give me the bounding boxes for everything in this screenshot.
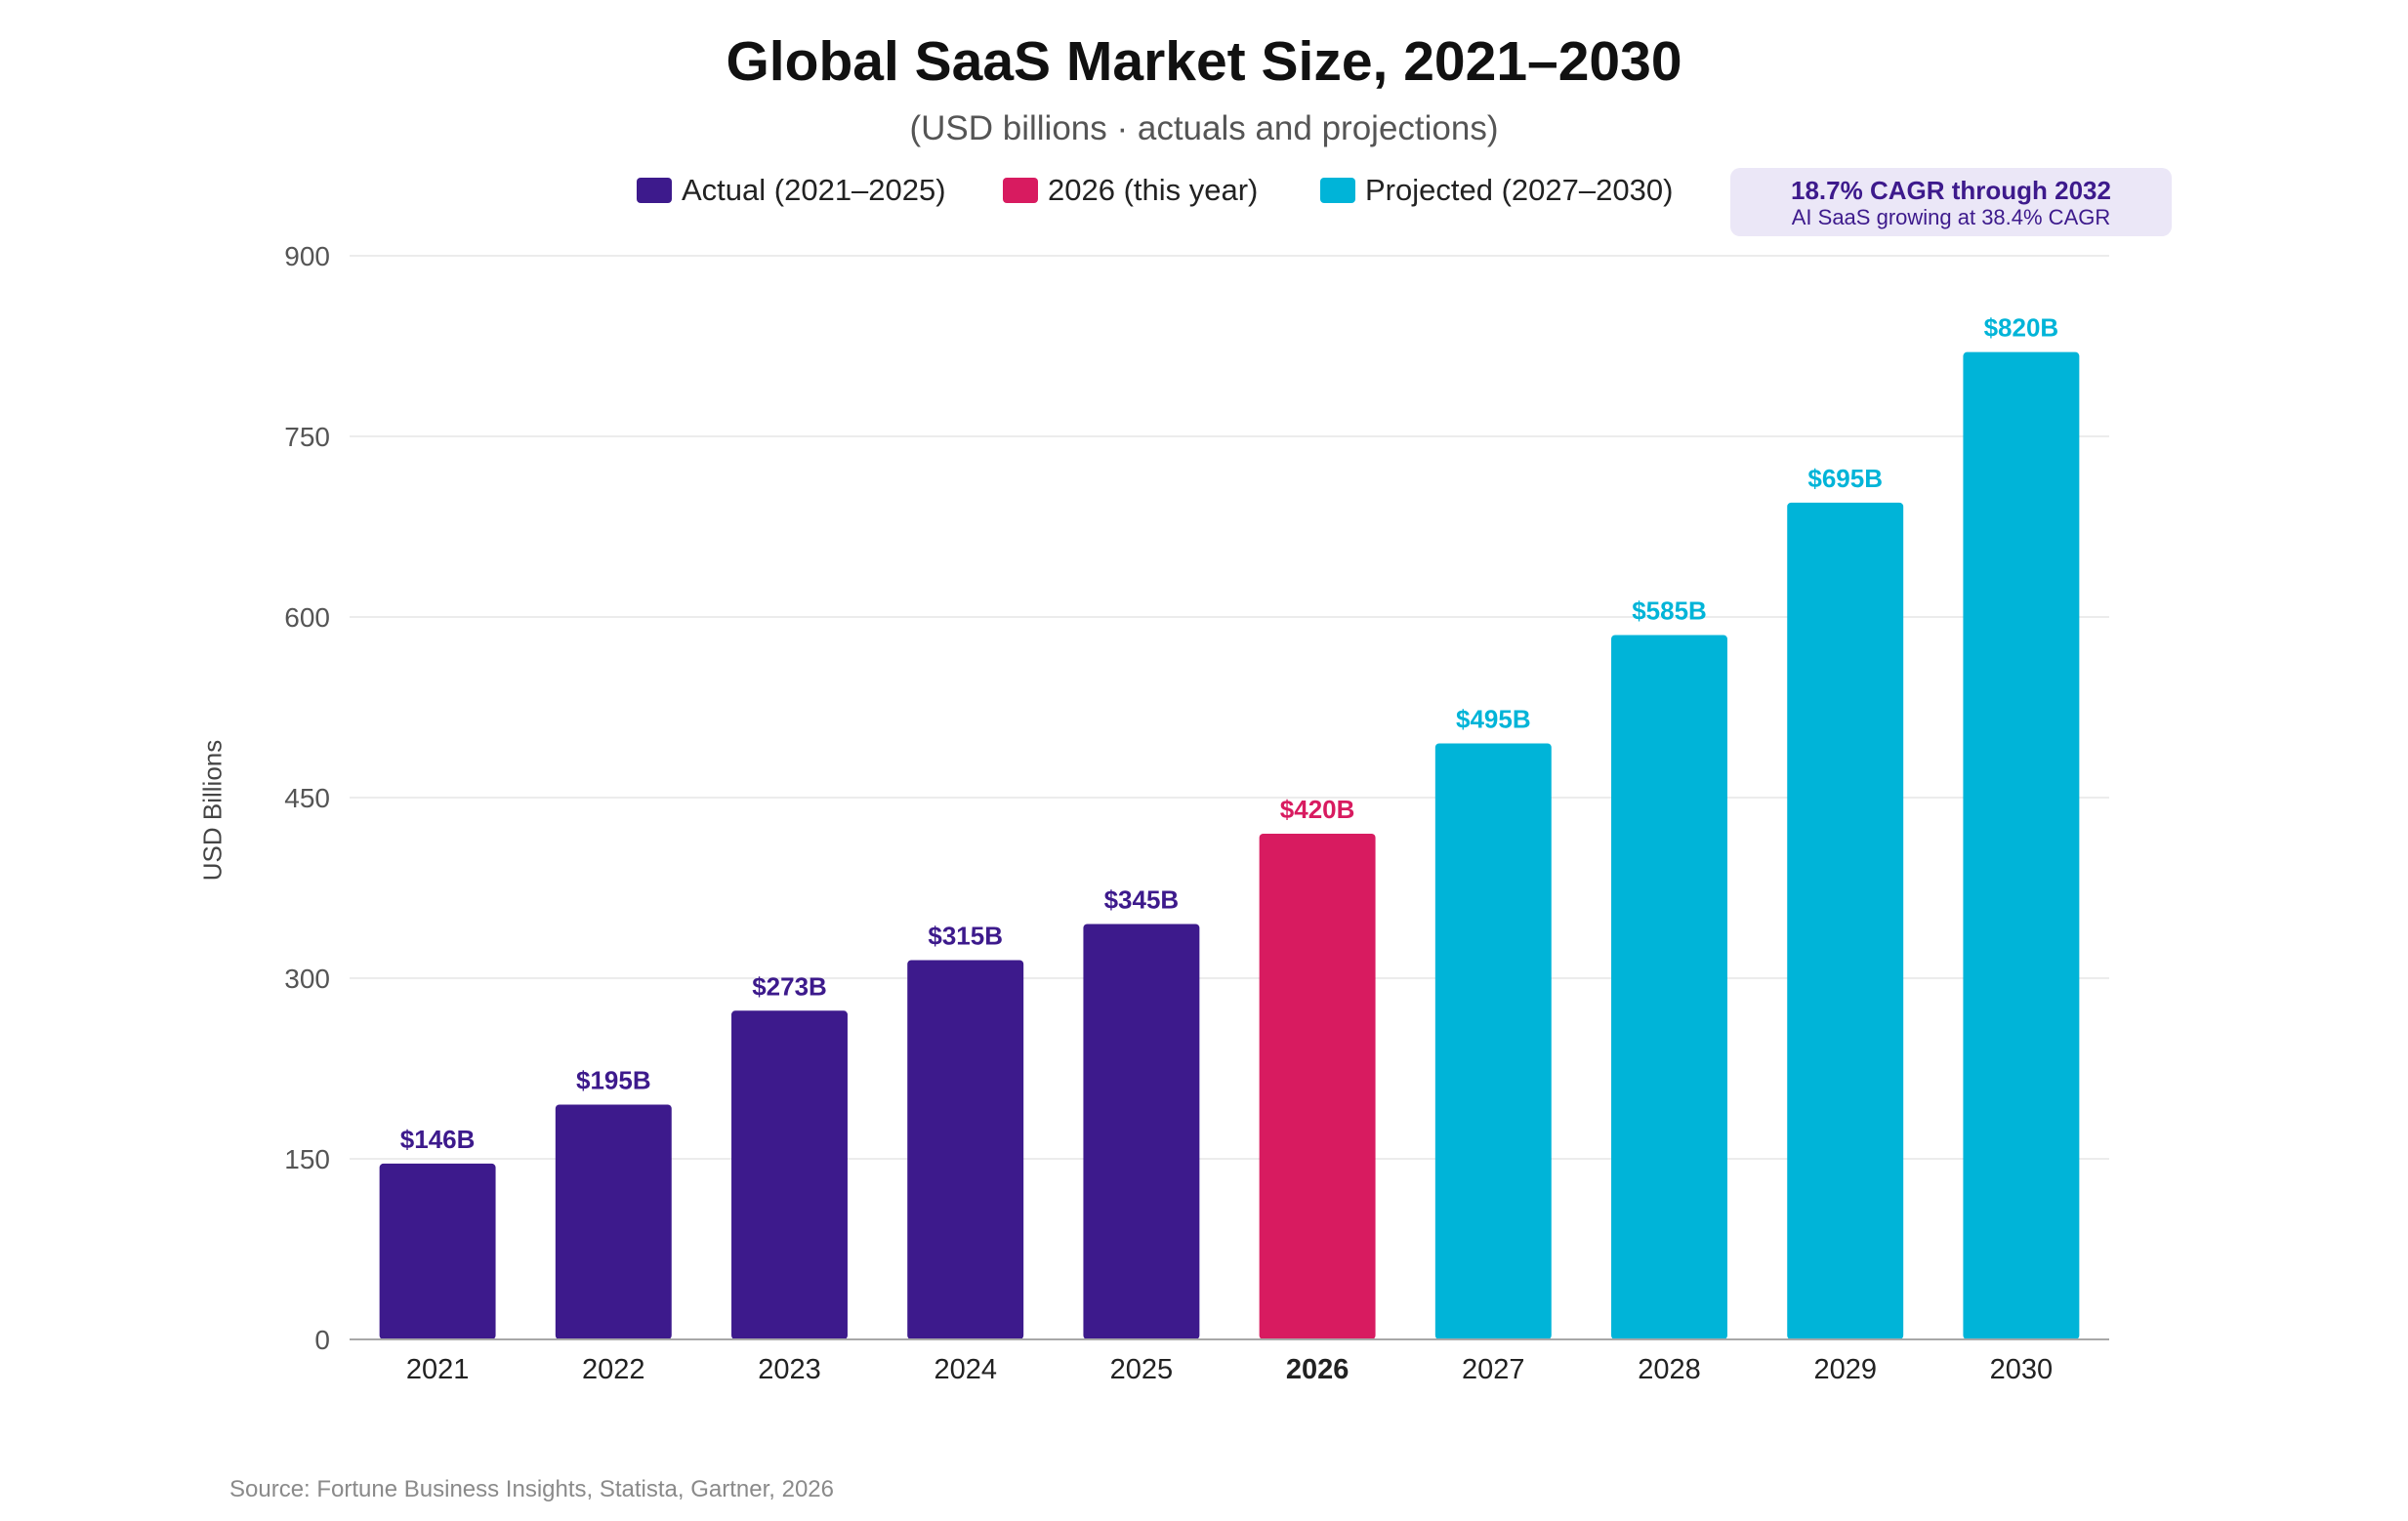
source-note: Source: Fortune Business Insights, Stati… xyxy=(229,1476,834,1502)
y-tick-label: 0 xyxy=(314,1325,330,1355)
legend-item-actual: Actual (2021–2025) xyxy=(637,171,946,210)
x-tick-label-2028: 2028 xyxy=(1638,1354,1701,1385)
y-tick-label: 750 xyxy=(284,422,330,452)
data-label-2024: $315B xyxy=(928,922,1003,951)
bar-2030 xyxy=(1963,351,2080,1340)
bar-2021 xyxy=(379,1163,496,1339)
data-label-2023: $273B xyxy=(752,971,827,1001)
bar-2027 xyxy=(1434,743,1552,1339)
legend-item-current: 2026 (this year) xyxy=(1003,171,1258,210)
data-label-2028: $585B xyxy=(1632,596,1707,626)
y-tick-label: 900 xyxy=(284,241,330,271)
x-tick-label-2021: 2021 xyxy=(406,1354,470,1385)
bar-2028 xyxy=(1611,635,1727,1339)
bars xyxy=(379,351,2080,1340)
data-label-2022: $195B xyxy=(576,1066,651,1095)
bar-2025 xyxy=(1083,924,1200,1339)
data-labels: $146B $195B $273B $315B $345B $420B $495B $585B… xyxy=(400,313,2058,1154)
bar-2026 xyxy=(1259,834,1376,1339)
bar-2023 xyxy=(731,1010,848,1339)
x-tick-label-2022: 2022 xyxy=(582,1354,645,1385)
x-tick-label-2029: 2029 xyxy=(1813,1354,1877,1385)
legend-label-actual: Actual (2021–2025) xyxy=(682,173,946,207)
legend-swatch-current xyxy=(1003,178,1038,203)
chart-subtitle: (USD billions · actuals and projections) xyxy=(909,109,1499,147)
data-label-2026: $420B xyxy=(1280,795,1355,824)
x-tick-label-2024: 2024 xyxy=(934,1354,997,1385)
bar-2022 xyxy=(555,1104,672,1339)
legend-swatch-projected xyxy=(1320,178,1355,203)
legend-item-projected: Projected (2027–2030) xyxy=(1320,171,1673,210)
bar-2024 xyxy=(907,960,1024,1339)
x-tick-label-2026: 2026 xyxy=(1286,1354,1349,1385)
data-label-2029: $695B xyxy=(1807,464,1883,493)
y-tick-label: 150 xyxy=(284,1144,330,1174)
y-tick-label: 300 xyxy=(284,964,330,994)
x-axis-ticks: 2021 2022 2023 2024 2025 2026 2027 2028 2029 2030 xyxy=(406,1354,2053,1385)
x-tick-label-2030: 2030 xyxy=(1990,1354,2054,1385)
data-label-2025: $345B xyxy=(1104,885,1180,915)
y-axis-ticks: 0 150 300 450 600 750 900 xyxy=(284,241,330,1355)
legend-label-current: 2026 (this year) xyxy=(1048,173,1259,207)
x-tick-label-2027: 2027 xyxy=(1462,1354,1525,1385)
cagr-callout: 18.7% CAGR through 2032 AI SaaS growing … xyxy=(1730,168,2172,236)
x-tick-label-2025: 2025 xyxy=(1110,1354,1174,1385)
legend-label-projected: Projected (2027–2030) xyxy=(1365,173,1674,207)
y-tick-label: 450 xyxy=(284,783,330,813)
bar-2029 xyxy=(1787,502,1904,1339)
data-label-2030: $820B xyxy=(1984,313,2059,343)
data-label-2027: $495B xyxy=(1456,705,1531,734)
cagr-callout-sub: AI SaaS growing at 38.4% CAGR xyxy=(1791,205,2111,229)
x-tick-label-2023: 2023 xyxy=(758,1354,821,1385)
data-label-2021: $146B xyxy=(400,1125,476,1154)
y-tick-label: 600 xyxy=(284,602,330,633)
cagr-callout-main: 18.7% CAGR through 2032 xyxy=(1791,176,2111,205)
legend-swatch-actual xyxy=(637,178,672,203)
chart-title: Global SaaS Market Size, 2021–2030 xyxy=(726,30,1682,93)
